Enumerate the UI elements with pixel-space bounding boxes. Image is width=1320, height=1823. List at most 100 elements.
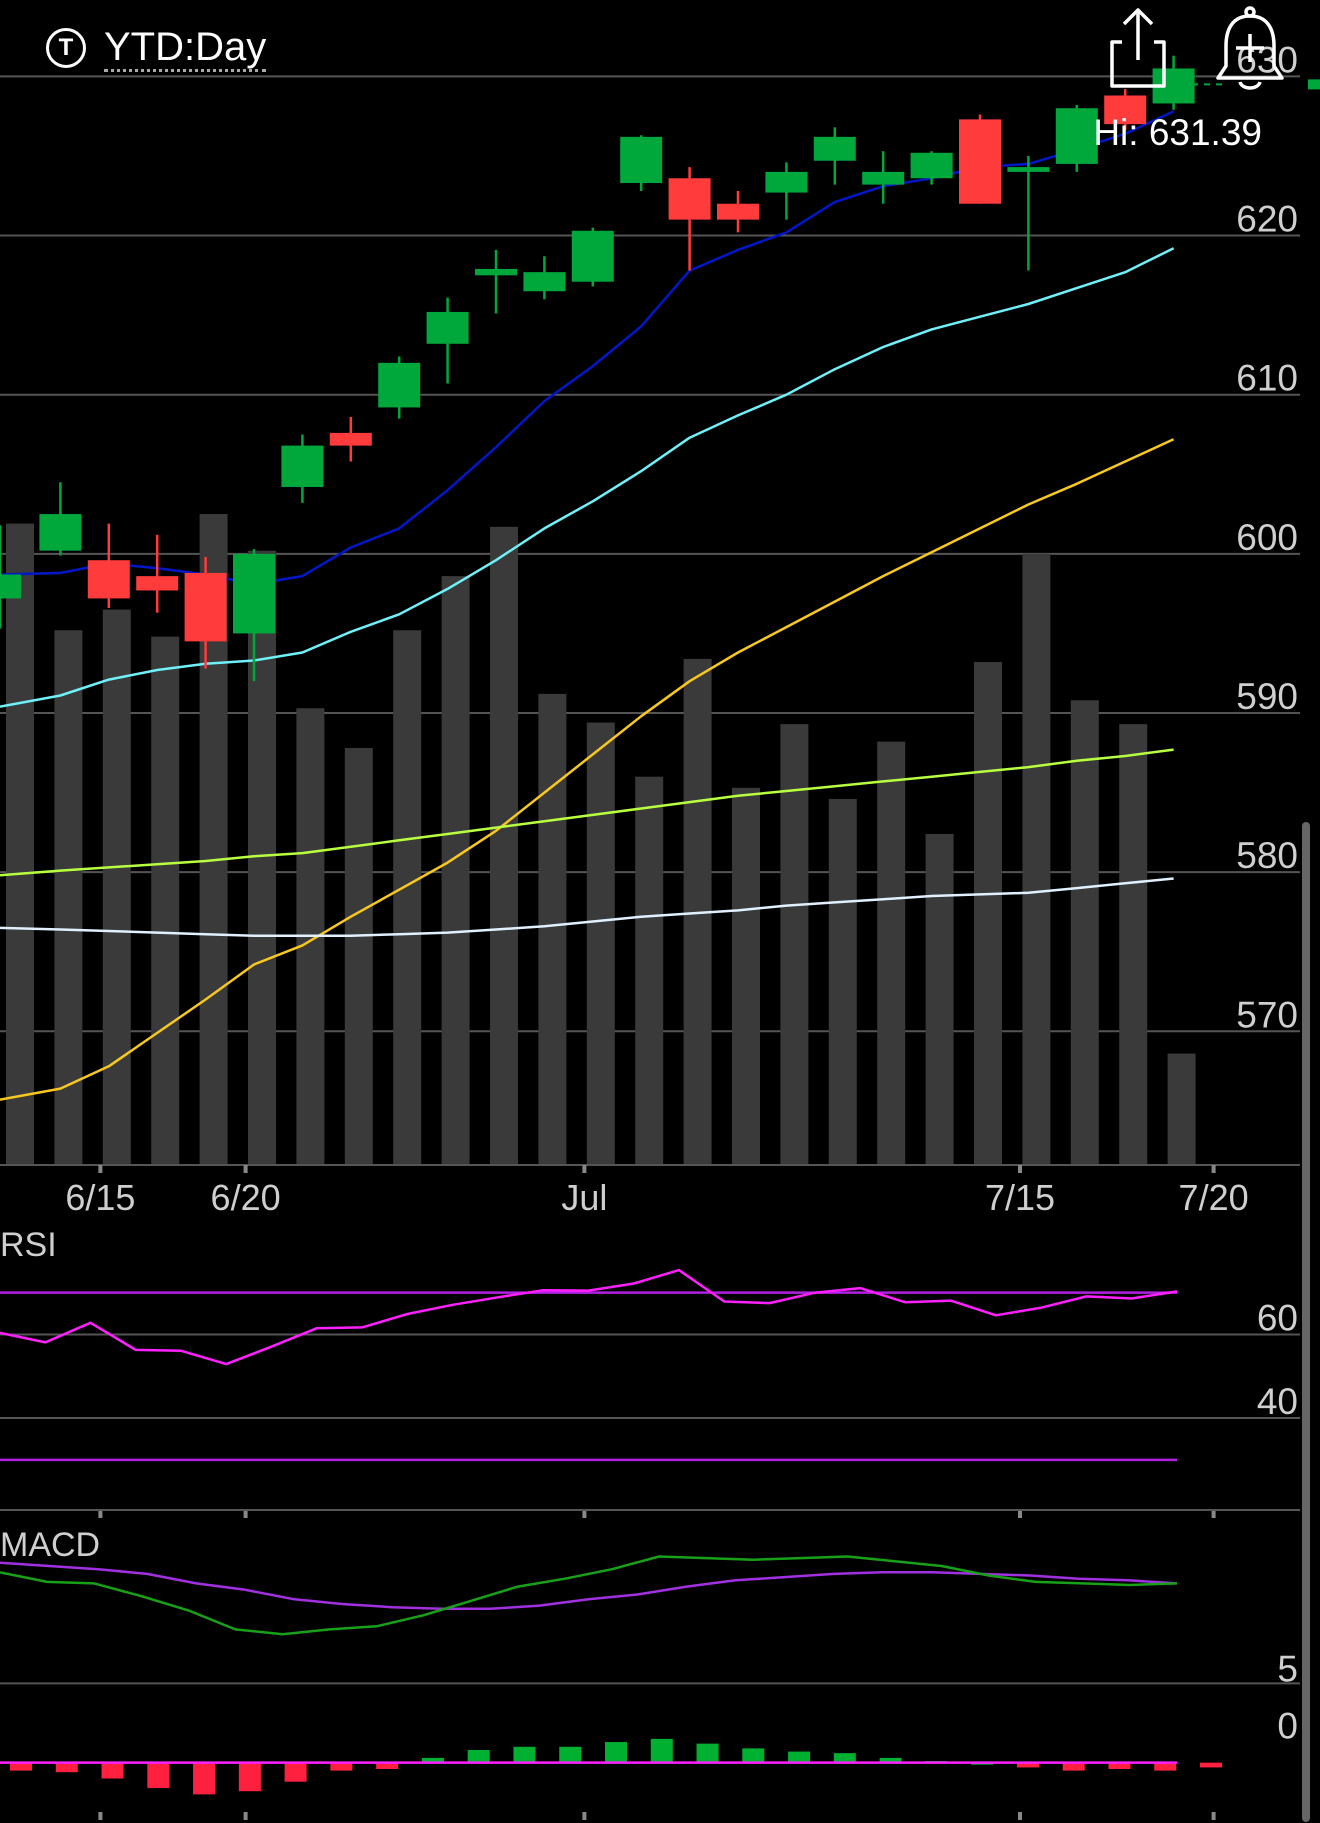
candle-body xyxy=(39,514,82,551)
macd-histogram-bar xyxy=(330,1762,353,1771)
candle-body xyxy=(959,119,1001,204)
macd-histogram-bar xyxy=(1062,1762,1085,1771)
price-tick-label: 610 xyxy=(1236,358,1298,399)
macd-histogram-bar xyxy=(376,1762,399,1770)
volume-bar xyxy=(1167,1053,1196,1165)
moving-average-line xyxy=(0,877,1174,938)
date-tick-label: Jul xyxy=(561,1177,607,1218)
current-price-marker xyxy=(1308,79,1320,90)
macd-histogram-bar xyxy=(559,1746,582,1763)
share-icon xyxy=(1110,8,1166,88)
macd-title: MACD xyxy=(0,1526,100,1564)
volume-bar xyxy=(344,748,373,1165)
volume-bar xyxy=(635,776,664,1165)
price-tick-label: 580 xyxy=(1236,835,1298,876)
candle-body xyxy=(717,203,759,220)
candle-body xyxy=(862,171,905,185)
volume-bar xyxy=(974,662,1002,1165)
macd-tick-label: 5 xyxy=(1277,1648,1298,1689)
macd-histogram-bar xyxy=(513,1746,536,1763)
macd-signal-line xyxy=(0,1561,1178,1611)
macd-line xyxy=(0,1555,1178,1636)
volume-bar xyxy=(586,722,615,1165)
macd-tick-label: 0 xyxy=(1277,1706,1298,1747)
candle-body xyxy=(620,136,663,184)
candle-body xyxy=(523,272,566,292)
candle-body xyxy=(475,268,517,276)
candlesticks xyxy=(0,55,1195,682)
macd-histogram-bar xyxy=(696,1743,719,1763)
candle-body xyxy=(765,171,808,193)
macd-histogram-bar xyxy=(284,1762,307,1782)
macd-histogram-bar xyxy=(101,1762,124,1779)
date-tick-label: 7/20 xyxy=(1179,1177,1249,1218)
macd-histogram-bar xyxy=(467,1749,490,1763)
macd-histogram-bar xyxy=(742,1748,765,1763)
candle-body xyxy=(1007,167,1050,172)
volume-bar xyxy=(538,693,567,1165)
price-axis: 630 620 610 600 590 580 570 xyxy=(1180,39,1320,1035)
macd-panel: MACD 5 0 xyxy=(0,1526,1300,1795)
volume-bar xyxy=(248,550,276,1165)
date-tick-label: 6/15 xyxy=(65,1177,135,1218)
volume-bar xyxy=(925,833,954,1165)
candle-body xyxy=(0,574,21,599)
moving-average-line xyxy=(0,438,1175,1101)
candle-body xyxy=(378,362,421,408)
price-tick-label: 570 xyxy=(1236,994,1298,1035)
volume-bar xyxy=(102,609,131,1165)
candle-body xyxy=(136,576,179,591)
volume-bar xyxy=(1070,700,1099,1165)
date-tick-label: 6/20 xyxy=(211,1177,281,1218)
scrollbar[interactable] xyxy=(1302,822,1310,1822)
candle-body xyxy=(329,432,372,446)
candle-body xyxy=(87,560,130,599)
price-tick-label: 600 xyxy=(1236,517,1298,558)
macd-histogram-bar xyxy=(421,1757,444,1763)
volume-bars xyxy=(6,514,1196,1165)
price-tick-label: 590 xyxy=(1236,676,1298,717)
share-button[interactable] xyxy=(1108,6,1178,90)
price-tick-label: 630 xyxy=(1236,39,1298,80)
macd-histogram-bar xyxy=(650,1738,673,1763)
macd-histogram-bar xyxy=(238,1762,261,1792)
macd-histogram-bar xyxy=(788,1751,811,1763)
macd-histogram-bar xyxy=(10,1762,32,1771)
macd-histogram-bar xyxy=(1016,1762,1039,1768)
candle-body xyxy=(668,178,711,220)
volume-bar xyxy=(490,526,518,1165)
volume-bar xyxy=(877,741,906,1165)
candle-body xyxy=(281,445,324,488)
volume-bar xyxy=(54,630,83,1165)
volume-bar xyxy=(780,724,809,1165)
rsi-tick-label: 60 xyxy=(1257,1297,1298,1338)
macd-histogram-bar xyxy=(193,1762,216,1795)
macd-histogram-bar xyxy=(879,1757,902,1763)
volume-bar xyxy=(441,576,470,1165)
candle-body xyxy=(813,136,856,161)
price-tick-label: 620 xyxy=(1236,199,1298,240)
date-tick-label: 7/15 xyxy=(985,1177,1055,1218)
alert-add-icon xyxy=(1216,6,1284,90)
volume-bar xyxy=(6,523,34,1165)
macd-histogram-bar xyxy=(147,1762,170,1789)
candle-body xyxy=(184,572,227,642)
macd-histogram-bar xyxy=(1154,1762,1177,1771)
rsi-line xyxy=(0,1268,1178,1366)
high-price-label: Hi: 631.39 xyxy=(1093,112,1262,153)
candle-body xyxy=(1104,95,1147,125)
add-alert-button[interactable] xyxy=(1214,4,1286,94)
candle-body xyxy=(571,230,614,282)
moving-average-line xyxy=(0,748,1174,877)
candle-body xyxy=(233,553,275,634)
macd-histogram-bar xyxy=(605,1742,627,1763)
macd-histogram-bar xyxy=(833,1753,856,1763)
date-axis: 6/15 6/20 Jul 7/15 7/20 xyxy=(0,1164,1300,1820)
ticker-info-icon: T xyxy=(46,28,86,68)
period-selector[interactable]: T YTD:Day xyxy=(46,18,267,78)
macd-histogram-bar xyxy=(1108,1762,1131,1770)
candle-body xyxy=(426,311,469,344)
candle-body xyxy=(910,152,953,179)
volume-bar xyxy=(1022,553,1051,1165)
